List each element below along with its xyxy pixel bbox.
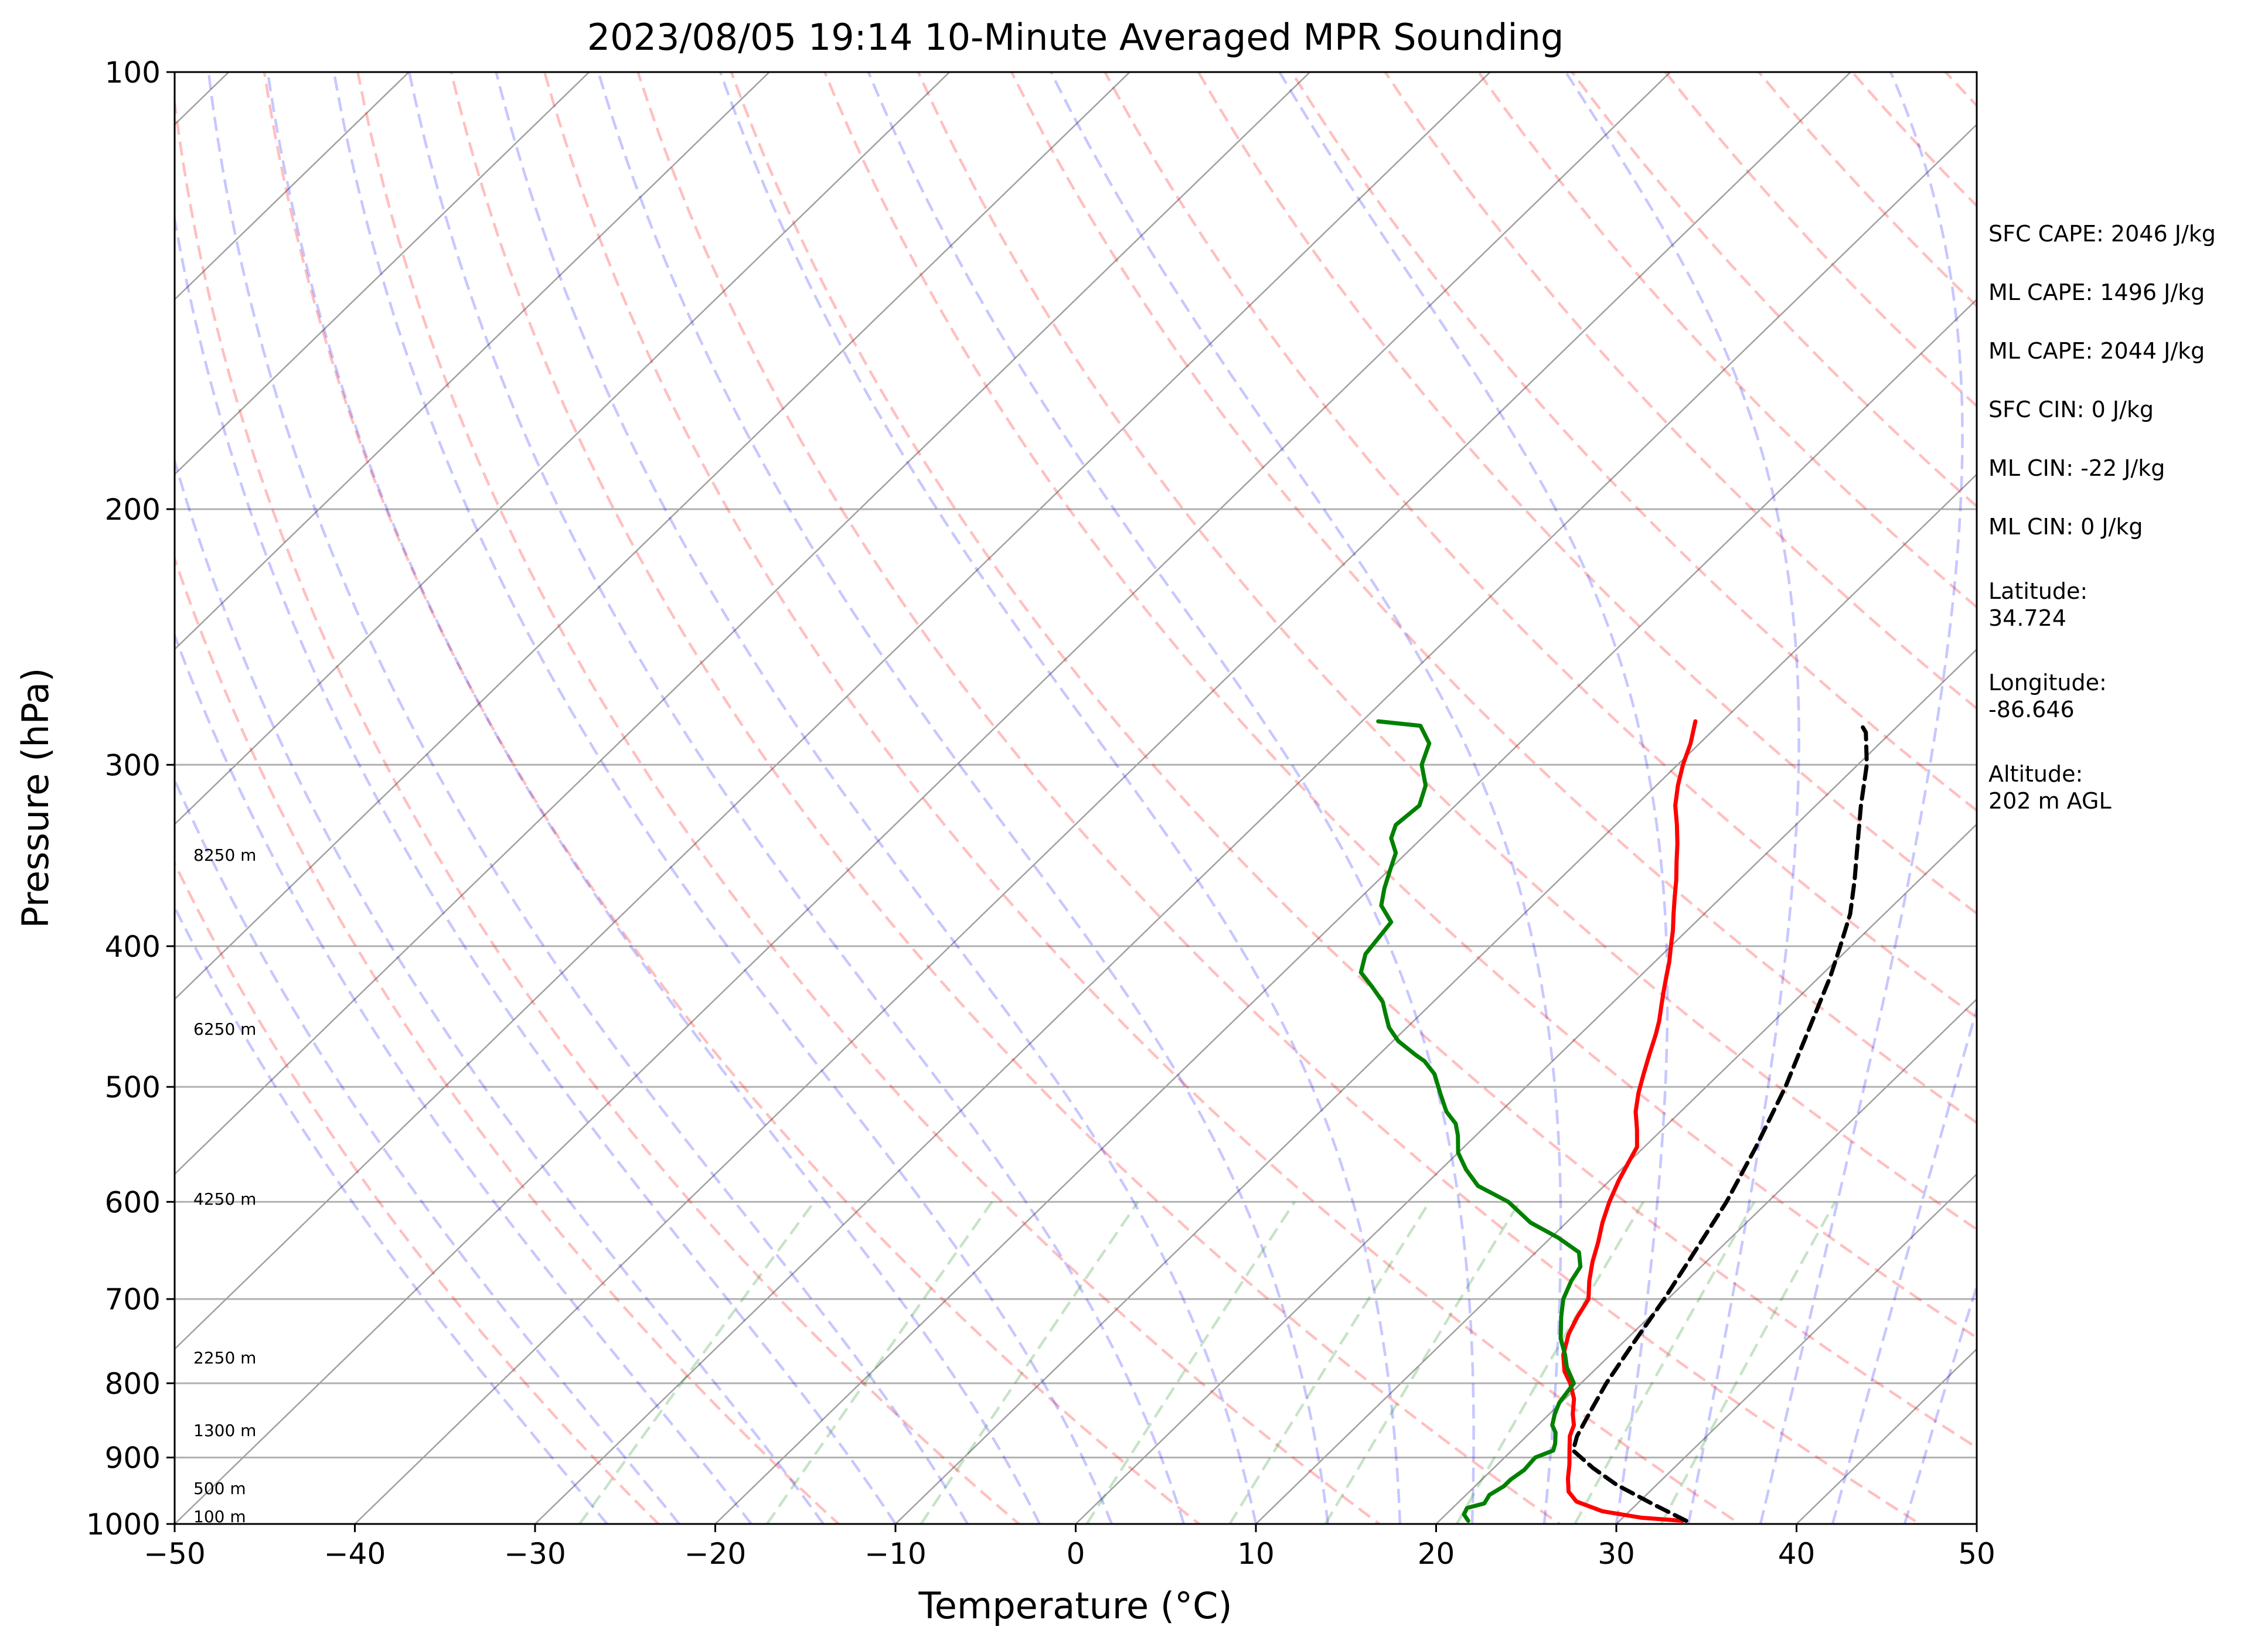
height-label: 2250 m [193, 1348, 256, 1368]
annotation-line: SFC CAPE: 2046 J/kg [1988, 221, 2216, 247]
y-tick-label: 700 [105, 1283, 161, 1317]
annotation-text: ML CAPE: 2044 J/kg [1988, 338, 2205, 364]
x-tick-label: −50 [144, 1537, 206, 1571]
x-tick-label: 10 [1237, 1537, 1275, 1571]
annotation-line: -86.646 [1988, 697, 2075, 722]
annotation-text: ML CIN: 0 J/kg [1988, 514, 2143, 540]
y-tick-label: 100 [105, 56, 161, 90]
x-tick-label: 50 [1958, 1537, 1995, 1571]
chart-title: 2023/08/05 19:14 10-Minute Averaged MPR … [587, 16, 1564, 59]
annotation-line: ML CIN: -22 J/kg [1988, 455, 2165, 481]
annotation-line: ML CAPE: 1496 J/kg [1988, 279, 2205, 305]
y-tick-label: 300 [105, 748, 161, 782]
y-tick-label: 900 [105, 1441, 161, 1475]
x-axis-label: Temperature (°C) [918, 1584, 1232, 1627]
x-tick-label: −20 [685, 1537, 747, 1571]
x-tick-label: 40 [1778, 1537, 1816, 1571]
annotation-text: SFC CIN: 0 J/kg [1988, 397, 2154, 422]
annotation-line: SFC CIN: 0 J/kg [1988, 397, 2154, 422]
y-tick-label: 400 [105, 930, 161, 964]
annotation-line: Latitude: [1988, 578, 2087, 604]
y-tick-label: 500 [105, 1070, 161, 1104]
annotation-line: Longitude: [1988, 670, 2107, 695]
x-tick-label: 20 [1418, 1537, 1455, 1571]
y-tick-label: 600 [105, 1185, 161, 1219]
annotation-text: SFC CAPE: 2046 J/kg [1988, 221, 2216, 247]
height-label: 4250 m [193, 1189, 256, 1209]
annotation-line: 202 m AGL [1988, 788, 2112, 814]
x-tick-label: −40 [324, 1537, 386, 1571]
height-label: 100 m [193, 1507, 246, 1526]
annotation-line: ML CAPE: 2044 J/kg [1988, 338, 2205, 364]
height-label: 500 m [193, 1479, 246, 1498]
annotation-text: ML CIN: -22 J/kg [1988, 455, 2165, 481]
y-axis-label: Pressure (hPa) [14, 668, 57, 929]
height-label: 6250 m [193, 1019, 256, 1039]
x-tick-label: 0 [1067, 1537, 1085, 1571]
annotation-line: 34.724 [1988, 605, 2066, 631]
x-tick-label: −30 [504, 1537, 566, 1571]
x-tick-label: 30 [1598, 1537, 1635, 1571]
y-tick-label: 800 [105, 1367, 161, 1401]
x-tick-label: −10 [864, 1537, 927, 1571]
annotation-line: ML CIN: 0 J/kg [1988, 514, 2143, 540]
y-tick-label: 1000 [86, 1508, 161, 1542]
annotation-line: Altitude: [1988, 761, 2083, 787]
height-label: 8250 m [193, 845, 256, 865]
annotation-text: ML CAPE: 1496 J/kg [1988, 279, 2205, 305]
height-label: 1300 m [193, 1421, 256, 1440]
y-tick-label: 200 [105, 493, 161, 527]
